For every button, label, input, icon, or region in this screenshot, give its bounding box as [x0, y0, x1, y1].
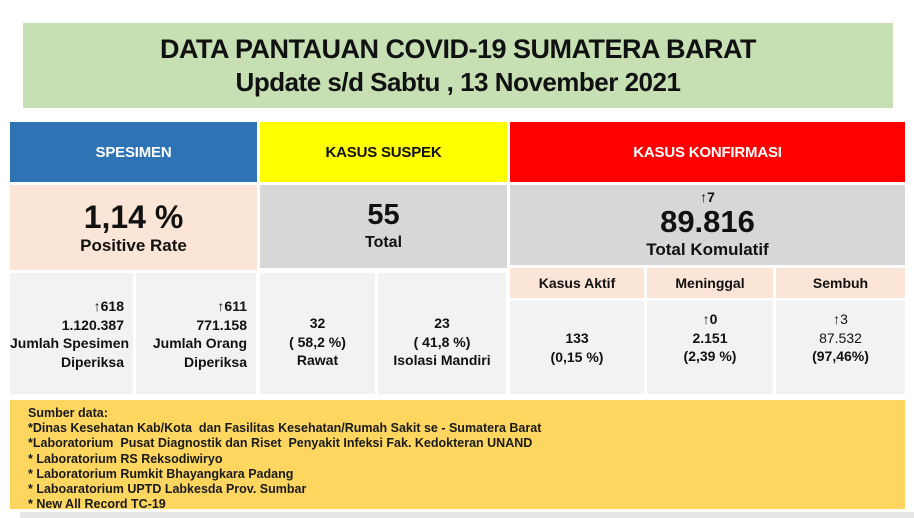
column-header-kasus-suspek: KASUS SUSPEK	[260, 122, 507, 182]
kasus-aktif-cell: 133 (0,15 %)	[510, 301, 644, 394]
sembuh-cell: ↑3 87.532 (97,46%)	[776, 301, 905, 394]
suspek-isolasi-value: 23	[434, 315, 450, 331]
suspek-total-card: 55 Total	[260, 185, 507, 268]
data-source-item: * Laboratorium RS Reksodiwiryo	[28, 451, 223, 466]
sembuh-value: 87.532	[819, 329, 862, 346]
spesimen-diperiksa-value: 1.120.387	[61, 316, 124, 333]
orang-diperiksa-delta: ↑611	[217, 298, 247, 314]
page-title: DATA PANTAUAN COVID-19 SUMATERA BARAT	[160, 34, 756, 64]
subheader-meninggal: Meninggal	[647, 268, 773, 298]
data-source-item: * Laboratorium Rumkit Bhayangkara Padang	[28, 466, 294, 481]
orang-diperiksa-value: 771.158	[196, 316, 247, 333]
meninggal-value: 2.151	[692, 329, 728, 346]
konfirmasi-total-card: ↑7 89.816 Total Komulatif	[510, 185, 905, 265]
subheader-meninggal-label: Meninggal	[675, 275, 745, 291]
suspek-isolasi-label: Isolasi Mandiri	[393, 352, 491, 368]
konfirmasi-total-delta: ↑7	[700, 189, 715, 205]
meninggal-pct: (2,39 %)	[683, 348, 737, 364]
sembuh-pct: (97,46%)	[812, 348, 869, 364]
kasus-aktif-pct: (0,15 %)	[550, 348, 604, 365]
column-header-spesimen: SPESIMEN	[10, 122, 257, 182]
subheader-sembuh-label: Sembuh	[812, 275, 869, 291]
suspek-rawat-value: 32	[309, 315, 326, 331]
column-header-kasus-konfirmasi: KASUS KONFIRMASI	[510, 122, 905, 182]
orang-diperiksa-label1: Jumlah Orang	[152, 335, 247, 351]
spesimen-diperiksa-label1: Jumlah Spesimen	[10, 335, 130, 351]
positive-rate-card: 1,14 % Positive Rate	[10, 185, 257, 270]
orang-diperiksa-cell: ↑611 771.158 Jumlah Orang Diperiksa	[136, 273, 256, 394]
column-header-kasus-konfirmasi-label: KASUS KONFIRMASI	[633, 143, 782, 161]
suspek-rawat-label: Rawat	[296, 352, 339, 368]
suspek-total-label: Total	[364, 234, 403, 251]
suspek-isolasi-pct: ( 41,8 %)	[413, 333, 471, 350]
subheader-kasus-aktif: Kasus Aktif	[510, 268, 644, 298]
data-sources-title: Sumber data:	[28, 406, 108, 420]
column-header-spesimen-label: SPESIMEN	[95, 143, 172, 161]
suspek-isolasi-cell: 23 ( 41,8 %) Isolasi Mandiri	[378, 273, 506, 394]
kasus-aktif-value: 133	[565, 330, 589, 346]
data-source-item: * New All Record TC-19	[28, 497, 166, 512]
positive-rate-value: 1,14 %	[83, 198, 184, 235]
orang-diperiksa-label2: Diperiksa	[183, 353, 247, 370]
meninggal-delta: ↑0	[702, 311, 718, 327]
suspek-rawat-pct: ( 58,2 %)	[289, 333, 346, 350]
subheader-sembuh: Sembuh	[776, 268, 905, 298]
page-subtitle: Update s/d Sabtu , 13 November 2021	[235, 67, 681, 97]
data-source-item: *Dinas Kesehatan Kab/Kota dan Fasilitas …	[28, 421, 542, 436]
data-source-item: * Laboaratorium UPTD Labkesda Prov. Sumb…	[28, 482, 307, 497]
konfirmasi-total-value: 89.816	[660, 204, 755, 239]
spesimen-diperiksa-delta: ↑618	[93, 298, 124, 314]
meninggal-cell: ↑0 2.151 (2,39 %)	[647, 301, 773, 394]
bottom-divider	[20, 512, 914, 518]
data-source-item: *Laboratorium Pusat Diagnostik dan Riset…	[28, 436, 533, 451]
positive-rate-label: Positive Rate	[80, 235, 187, 255]
suspek-rawat-cell: 32 ( 58,2 %) Rawat	[260, 273, 375, 394]
suspek-total-value: 55	[367, 199, 400, 231]
data-sources-panel: Sumber data: *Dinas Kesehatan Kab/Kota d…	[10, 400, 905, 512]
spesimen-diperiksa-cell: ↑618 1.120.387 Jumlah Spesimen Diperiksa	[10, 273, 133, 394]
spesimen-diperiksa-label2: Diperiksa	[60, 353, 124, 370]
column-header-kasus-suspek-label: KASUS SUSPEK	[325, 143, 442, 161]
sembuh-delta: ↑3	[833, 311, 848, 327]
konfirmasi-total-label: Total Komulatif	[646, 240, 769, 259]
subheader-kasus-aktif-label: Kasus Aktif	[538, 275, 616, 291]
title-banner: DATA PANTAUAN COVID-19 SUMATERA BARAT Up…	[23, 23, 893, 108]
